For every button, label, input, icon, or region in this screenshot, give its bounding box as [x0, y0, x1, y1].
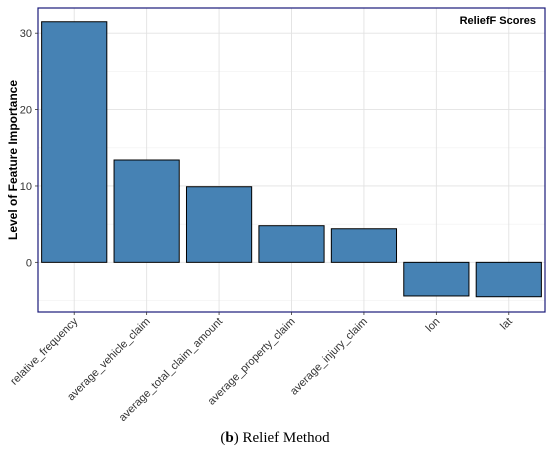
caption-label: b [225, 430, 234, 446]
relieff-bar-chart: 0 10 20 30 relative_frequencyaverage_vehicl… [6, 7, 546, 424]
bar-relative-frequency [41, 21, 108, 263]
y-tick-label: 20 [20, 105, 32, 117]
x-tick-label: average_injury_claim [288, 316, 370, 398]
x-tick-label: lat [498, 316, 515, 333]
x-tick-label: lon [424, 316, 443, 335]
y-tick-labels: 0 10 20 30 [20, 28, 38, 269]
bar-lat [475, 261, 542, 298]
y-tick-label: 0 [26, 257, 32, 269]
y-axis-label: Level of Feature Importance [6, 80, 20, 240]
caption-text: Relief Method [238, 430, 330, 446]
bar-average-vehicle-claim [113, 159, 180, 263]
figure-caption: (b) Relief Method [220, 430, 330, 446]
legend-label: ReliefF Scores [460, 15, 536, 27]
x-tick-label: average_vehicle_claim [65, 316, 153, 404]
x-tick-label: relative_frequency [8, 315, 80, 387]
bar-average-property-claim [258, 225, 325, 263]
bar-lon [403, 261, 470, 297]
bar-average-injury-claim [330, 228, 398, 263]
bars [41, 21, 542, 298]
bar-average-total-claim-amount [185, 186, 253, 263]
y-tick-label: 30 [20, 28, 32, 40]
y-tick-label: 10 [20, 181, 32, 193]
